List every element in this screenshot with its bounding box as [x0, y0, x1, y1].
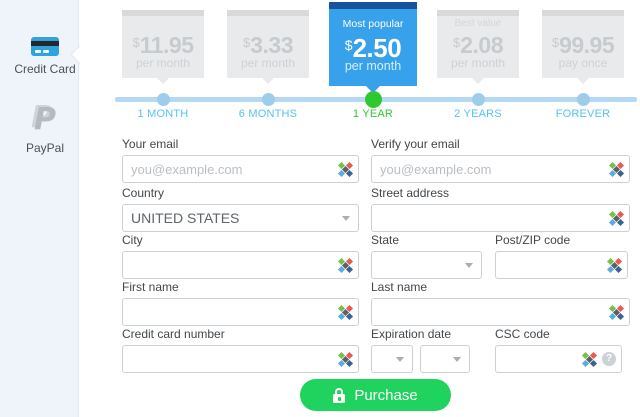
street-field[interactable] [371, 204, 630, 232]
country-select[interactable]: UNITED STATES [122, 204, 359, 232]
zip-label: Post/ZIP code [495, 233, 571, 247]
plan-badge [227, 17, 309, 30]
csc-field[interactable] [495, 345, 622, 373]
plan-card-forever[interactable]: $99.95 pay once [542, 10, 624, 78]
email-field[interactable] [122, 155, 359, 183]
payment-method-sidebar [0, 0, 79, 417]
lock-icon [333, 387, 346, 403]
plan-pointer [157, 78, 169, 90]
slider-dot-forever[interactable] [577, 93, 590, 106]
plan-card-1-month[interactable]: $11.95 per month [122, 10, 204, 78]
autofill-icon[interactable] [608, 210, 625, 227]
last-name-field[interactable] [371, 298, 630, 326]
autofill-icon[interactable] [337, 257, 354, 274]
expiration-label: Expiration date [371, 327, 452, 341]
duration-label-1-month[interactable]: 1 MONTH [137, 108, 189, 120]
street-label: Street address [371, 186, 450, 200]
credit-card-icon [31, 37, 59, 56]
verify-email-field[interactable] [371, 155, 630, 183]
duration-label-forever[interactable]: FOREVER [555, 108, 611, 120]
paypal-icon: P P [31, 100, 56, 137]
plan-pointer [472, 78, 484, 90]
slider-dot-6-months[interactable] [262, 93, 275, 106]
purchase-button-label: Purchase [354, 386, 418, 404]
autofill-icon[interactable] [606, 257, 623, 274]
last-name-label: Last name [371, 280, 428, 294]
sidebar-item-paypal[interactable]: P P PayPal [0, 100, 90, 156]
plan-period: per month [344, 59, 402, 73]
help-icon[interactable]: ? [602, 352, 616, 366]
duration-label-6-months[interactable]: 6 MONTHS [238, 108, 298, 120]
country-value: UNITED STATES [131, 210, 240, 226]
plan-price: $99.95 [551, 32, 615, 58]
plan-card-2-years[interactable]: Best value $2.08 per month [437, 10, 519, 78]
plan-badge [542, 17, 624, 30]
autofill-icon[interactable] [337, 351, 354, 368]
plan-badge: Most popular [342, 18, 404, 30]
duration-label-1-year[interactable]: 1 YEAR [352, 108, 394, 120]
chevron-down-icon [396, 357, 404, 362]
plan-card-6-months[interactable]: $3.33 per month [227, 10, 309, 78]
paypal-label: PayPal [25, 141, 65, 155]
sidebar-item-credit-card[interactable]: Credit Card [0, 37, 90, 76]
zip-field[interactable] [495, 251, 628, 279]
slider-dot-1-year-active[interactable] [365, 91, 382, 108]
city-label: City [122, 233, 143, 247]
chevron-down-icon [342, 216, 350, 221]
duration-label-2-years[interactable]: 2 YEARS [454, 108, 502, 120]
plan-period: per month [135, 56, 191, 70]
email-label: Your email [122, 137, 179, 151]
plan-period: per month [240, 56, 296, 70]
city-field[interactable] [122, 251, 359, 279]
plan-badge: Best value [454, 18, 502, 29]
purchase-button[interactable]: Purchase [300, 379, 451, 411]
plan-price: $11.95 [132, 32, 194, 58]
first-name-field[interactable] [122, 298, 359, 326]
plan-pointer [262, 78, 274, 90]
plan-price: $2.50 [344, 33, 402, 63]
csc-label: CSC code [495, 327, 550, 341]
autofill-icon[interactable] [608, 304, 625, 321]
plan-badge [122, 17, 204, 30]
slider-dot-2-years[interactable] [472, 93, 485, 106]
slider-dot-1-month[interactable] [157, 93, 170, 106]
state-label: State [371, 233, 400, 247]
plan-card-1-year-selected[interactable]: Most popular $2.50 per month [329, 2, 417, 86]
card-stripe [31, 41, 59, 46]
plan-pointer [366, 86, 380, 100]
credit-card-label: Credit Card [14, 62, 76, 76]
autofill-icon[interactable] [608, 161, 625, 178]
state-select[interactable] [371, 251, 482, 279]
autofill-icon[interactable] [581, 351, 598, 368]
chevron-down-icon [465, 263, 473, 268]
first-name-label: First name [122, 280, 179, 294]
plan-period: per month [450, 56, 506, 70]
plan-price: $3.33 [243, 32, 293, 58]
autofill-icon[interactable] [337, 304, 354, 321]
card-number-label: Credit card number [122, 327, 225, 341]
chevron-down-icon [453, 357, 461, 362]
country-label: Country [122, 186, 165, 200]
autofill-icon[interactable] [337, 161, 354, 178]
verify-email-label: Verify your email [371, 137, 460, 151]
plan-pointer [577, 78, 589, 90]
expiration-year-select[interactable] [420, 345, 470, 373]
expiration-month-select[interactable] [371, 345, 413, 373]
plan-period: pay once [558, 56, 608, 70]
card-number-field[interactable] [122, 345, 359, 373]
plan-price: $2.08 [453, 32, 503, 58]
